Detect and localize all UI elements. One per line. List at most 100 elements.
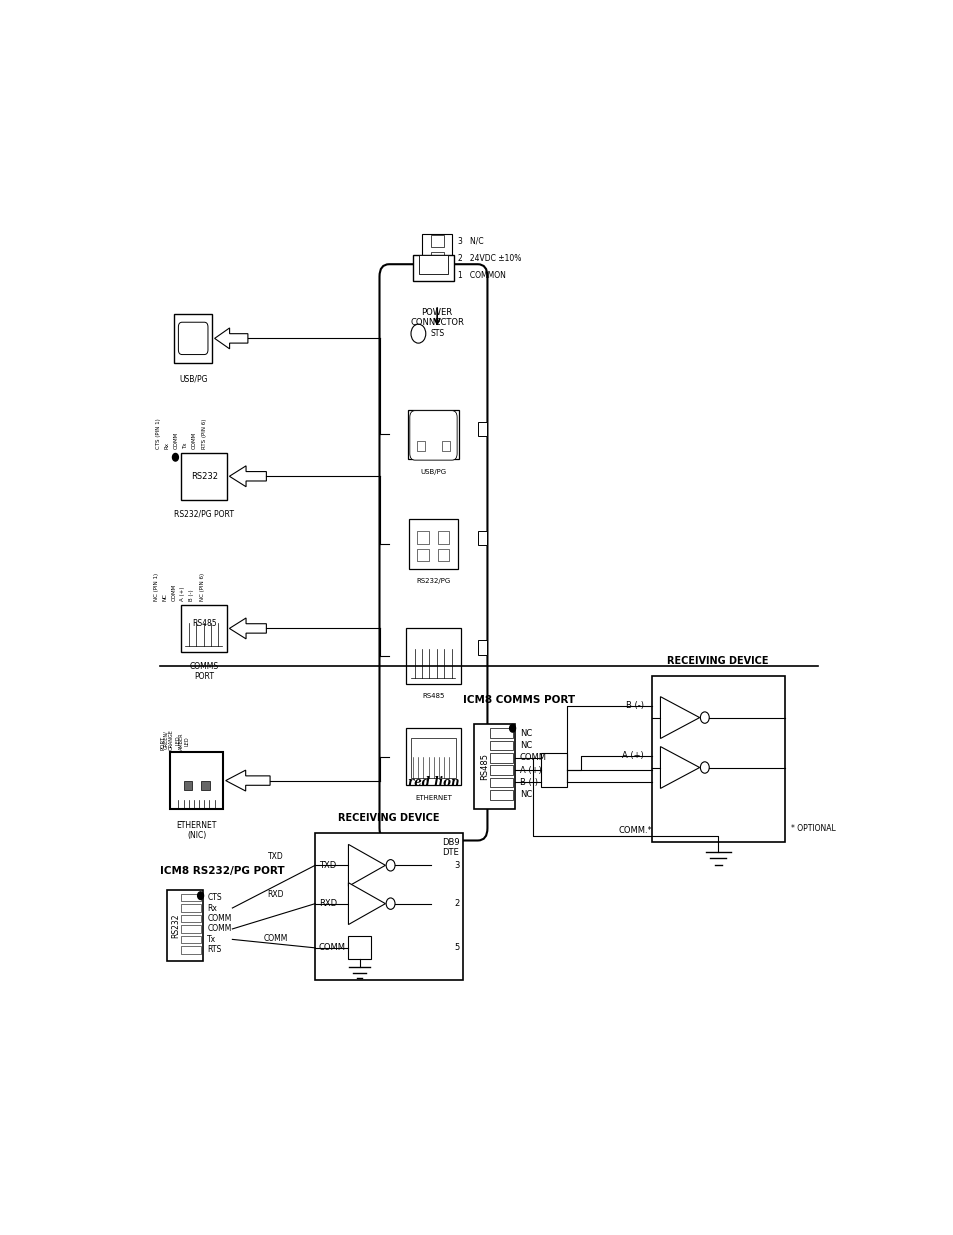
Text: RXD: RXD — [267, 890, 284, 899]
Bar — [173, 314, 213, 363]
Bar — [474, 724, 515, 809]
Bar — [437, 548, 449, 561]
Bar — [490, 753, 513, 762]
Polygon shape — [226, 771, 270, 792]
Text: COMM: COMM — [207, 914, 232, 923]
Text: COMM: COMM — [519, 753, 546, 762]
Text: GREEN/
ORANGE
LED: GREEN/ ORANGE LED — [163, 730, 180, 750]
Bar — [181, 452, 227, 500]
Text: RS485: RS485 — [479, 753, 489, 779]
Text: RTS (PIN 6): RTS (PIN 6) — [202, 419, 207, 448]
Text: 1   COMMON: 1 COMMON — [457, 272, 505, 280]
Text: COMM: COMM — [172, 584, 176, 601]
Text: RXD: RXD — [318, 899, 336, 908]
Bar — [430, 235, 443, 247]
Text: AMBER
LED: AMBER LED — [179, 732, 190, 750]
Text: COMM: COMM — [263, 934, 288, 944]
Polygon shape — [214, 329, 248, 348]
Text: RS485: RS485 — [192, 619, 216, 629]
Bar — [490, 729, 513, 737]
Bar — [314, 832, 462, 981]
Bar — [430, 252, 443, 264]
Bar — [183, 781, 193, 790]
Bar — [490, 778, 513, 787]
Polygon shape — [348, 883, 385, 925]
Text: NC: NC — [519, 729, 532, 737]
Text: Rx: Rx — [165, 442, 170, 448]
Polygon shape — [659, 747, 699, 788]
FancyBboxPatch shape — [379, 264, 487, 841]
Text: TXD: TXD — [268, 852, 283, 861]
Bar — [416, 441, 424, 451]
Circle shape — [172, 453, 178, 461]
Text: CTS (PIN 1): CTS (PIN 1) — [155, 417, 161, 448]
Text: NC (PIN 1): NC (PIN 1) — [153, 573, 158, 601]
Bar — [180, 936, 201, 944]
Text: B (-): B (-) — [189, 589, 194, 601]
Bar — [422, 233, 452, 291]
Text: 5: 5 — [454, 944, 459, 952]
Text: RS232/PG: RS232/PG — [416, 578, 450, 584]
Polygon shape — [229, 618, 266, 638]
Circle shape — [386, 860, 395, 871]
Circle shape — [700, 762, 708, 773]
Text: ETHERNET: ETHERNET — [415, 795, 452, 800]
Polygon shape — [229, 466, 266, 487]
Text: COMM: COMM — [173, 431, 178, 448]
Bar — [411, 737, 456, 778]
Text: COMM: COMM — [318, 944, 346, 952]
Text: Rx: Rx — [207, 904, 217, 913]
Text: 2   24VDC ±10%: 2 24VDC ±10% — [457, 254, 520, 263]
Bar — [416, 531, 428, 543]
FancyBboxPatch shape — [410, 411, 456, 461]
Text: 3: 3 — [454, 861, 459, 869]
Bar — [413, 254, 454, 282]
Bar — [490, 790, 513, 799]
Text: red lion: red lion — [407, 776, 458, 789]
Bar — [180, 925, 201, 932]
Text: DB9
DTE: DB9 DTE — [441, 837, 459, 857]
Text: COMM: COMM — [207, 925, 232, 934]
Bar — [477, 421, 486, 436]
Text: RS232/PG PORT: RS232/PG PORT — [174, 510, 234, 519]
Text: NC (PIN 6): NC (PIN 6) — [199, 573, 204, 601]
Text: COMM: COMM — [192, 431, 196, 448]
Bar — [418, 254, 447, 274]
Bar — [407, 410, 459, 459]
Bar — [477, 640, 486, 655]
Bar — [180, 904, 201, 911]
Text: COMMS
PORT: COMMS PORT — [190, 662, 218, 682]
Bar — [651, 676, 783, 842]
Text: RS485: RS485 — [422, 693, 444, 699]
Text: B (-): B (-) — [519, 778, 537, 787]
Text: RS232: RS232 — [172, 914, 180, 937]
Polygon shape — [348, 845, 385, 887]
Text: STS: STS — [430, 330, 444, 338]
Bar — [180, 915, 201, 923]
Text: COMM.*: COMM.* — [618, 826, 652, 836]
Text: B (-): B (-) — [625, 701, 643, 710]
Bar — [540, 753, 566, 787]
Bar — [430, 269, 443, 282]
Polygon shape — [659, 697, 699, 739]
Bar — [442, 441, 449, 451]
Bar — [477, 531, 486, 545]
Text: USB/PG: USB/PG — [179, 374, 207, 384]
Bar — [181, 605, 227, 652]
Text: POWER
CONNECTOR: POWER CONNECTOR — [410, 308, 463, 327]
Bar — [405, 629, 460, 684]
Text: CTS: CTS — [207, 893, 222, 902]
Text: 2: 2 — [454, 899, 459, 908]
Bar — [437, 531, 449, 543]
Text: RTS: RTS — [207, 945, 221, 955]
Text: Tx: Tx — [207, 935, 216, 944]
Bar — [405, 729, 460, 785]
Text: 3   N/C: 3 N/C — [457, 237, 483, 246]
Text: NC: NC — [162, 593, 168, 601]
Text: RECEIVING DEVICE: RECEIVING DEVICE — [338, 814, 439, 824]
Bar — [180, 946, 201, 953]
Text: RECEIVING DEVICE: RECEIVING DEVICE — [667, 657, 768, 667]
Bar — [180, 894, 201, 902]
FancyBboxPatch shape — [178, 322, 208, 354]
Text: A (+): A (+) — [519, 766, 541, 774]
